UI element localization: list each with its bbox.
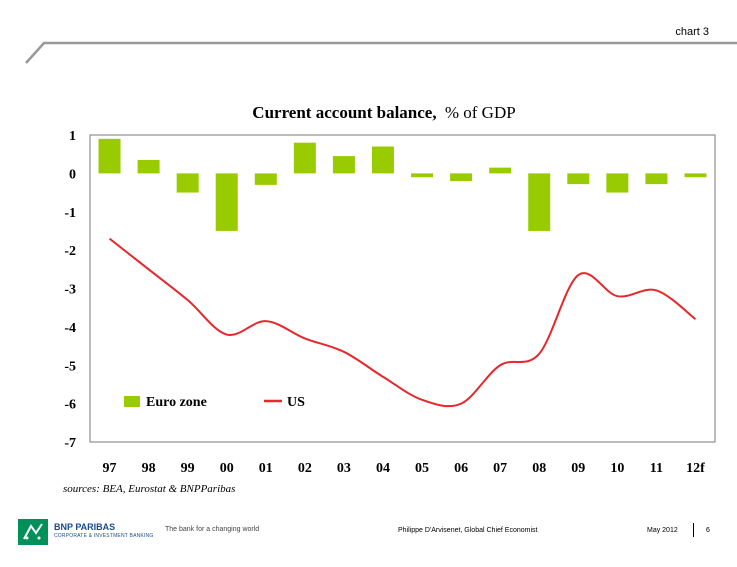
x-tick-label: 09 [571, 461, 585, 476]
bar-euro-zone-98 [137, 159, 160, 174]
bar-euro-zone-11 [645, 173, 668, 185]
chart-title-main: Current account balance, [252, 103, 436, 122]
chart: Current account balance, % of GDP 10-1-2… [25, 41, 737, 495]
x-tick-label: 01 [259, 461, 273, 476]
footer-author: Philippe D'Arvisenet, Global Chief Econo… [398, 527, 538, 534]
legend: Euro zone US [124, 395, 305, 410]
bar-euro-zone-03 [332, 156, 355, 174]
x-tick-label: 08 [532, 461, 546, 476]
bar-euro-zone-08 [528, 173, 551, 231]
bar-euro-zone-00 [215, 173, 238, 231]
page-number: 6 [706, 527, 710, 534]
footer-separator [693, 523, 694, 537]
x-tick-label: 04 [376, 461, 390, 476]
x-tick-label: 11 [650, 461, 663, 476]
x-tick-label: 02 [298, 461, 312, 476]
bar-euro-zone-02 [293, 142, 316, 174]
x-tick-label: 07 [493, 461, 507, 476]
y-tick-label: -6 [64, 398, 76, 413]
bar-euro-zone-99 [176, 173, 199, 193]
bar-euro-zone-07 [489, 167, 512, 174]
chart-title-suffix: % of GDP [445, 103, 516, 122]
chart-title: Current account balance, % of GDP [252, 103, 515, 122]
y-tick-label: -5 [64, 359, 76, 374]
bar-euro-zone-12f [684, 173, 707, 178]
y-tick-label: -2 [64, 244, 76, 259]
plot-frame [89, 134, 716, 443]
x-tick-label: 06 [454, 461, 468, 476]
bar-euro-zone-06 [450, 173, 473, 182]
y-tick-label: 0 [69, 167, 76, 182]
y-tick-label: -7 [64, 436, 76, 451]
y-tick-label: -1 [64, 206, 76, 221]
bar-euro-zone-97 [98, 138, 121, 174]
bar-euro-zone-05 [411, 173, 434, 178]
footer-tagline: The bank for a changing world [165, 526, 260, 533]
x-tick-label: 98 [142, 461, 156, 476]
y-axis-ticks: 1 0 -1 -2 -3 -4 -5 -6 -7 [64, 129, 76, 451]
legend-swatch-euro-zone [124, 396, 140, 407]
euro-zone-bars [98, 138, 707, 231]
x-tick-label: 99 [181, 461, 195, 476]
bar-euro-zone-01 [254, 173, 277, 185]
header-rule [25, 41, 737, 64]
footer-brand: BNP PARIBAS [54, 522, 116, 532]
legend-label-euro-zone: Euro zone [146, 395, 207, 410]
footer-brand-sub: CORPORATE & INVESTMENT BANKING [54, 533, 154, 539]
y-tick-label: 1 [69, 129, 76, 144]
x-tick-label: 97 [103, 461, 117, 476]
x-tick-label: 03 [337, 461, 351, 476]
bnp-paribas-logo [18, 519, 48, 545]
bar-euro-zone-09 [567, 173, 590, 185]
legend-label-us: US [287, 395, 305, 410]
footer-date: May 2012 [647, 527, 678, 534]
chart-tag: chart 3 [675, 26, 709, 38]
x-axis-ticks: 97 98 99 00 01 02 03 04 05 06 07 08 09 10 11 12f [103, 461, 706, 476]
bar-euro-zone-04 [371, 146, 394, 174]
chart-source: sources: BEA, Eurostat & BNPParibas [63, 483, 235, 495]
y-tick-label: -4 [64, 321, 76, 336]
x-tick-label: 10 [610, 461, 624, 476]
y-tick-label: -3 [64, 283, 76, 298]
x-tick-label: 00 [220, 461, 234, 476]
x-tick-label: 12f [686, 461, 705, 476]
us-series-line [108, 237, 697, 408]
x-tick-label: 05 [415, 461, 429, 476]
footer: BNP PARIBAS CORPORATE & INVESTMENT BANKI… [0, 515, 737, 555]
bar-euro-zone-10 [606, 173, 629, 193]
